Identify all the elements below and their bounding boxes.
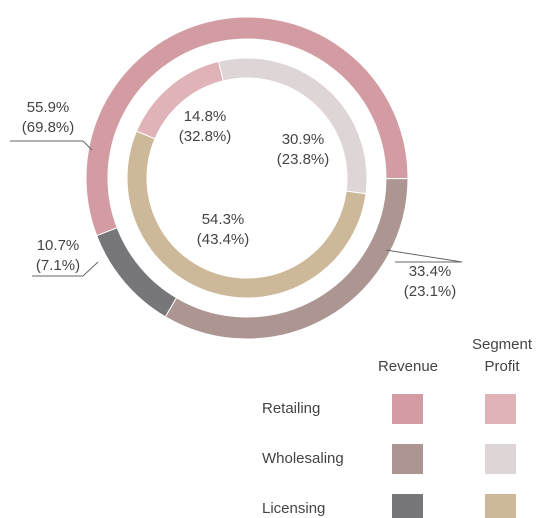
data-label-secondary: (32.8%) [179, 128, 232, 145]
data-label: 14.8% [184, 108, 227, 125]
leader-line [32, 261, 99, 277]
data-label-secondary: (23.1%) [404, 283, 457, 300]
legend-swatch [392, 444, 423, 474]
legend-label: Wholesaling [262, 450, 344, 467]
data-label: 54.3% [202, 211, 245, 228]
legend-swatch [392, 494, 423, 518]
data-label-secondary: (43.4%) [197, 231, 250, 248]
data-label-secondary: (69.8%) [22, 119, 75, 136]
data-label: 10.7% [37, 237, 80, 254]
leader-line [385, 249, 463, 263]
data-label: 30.9% [282, 131, 325, 148]
legend-header: Segment Profit [472, 336, 533, 375]
legend-swatch [392, 394, 423, 424]
legend-label: Retailing [262, 400, 320, 417]
leader-line [10, 140, 93, 151]
legend-label: Licensing [262, 500, 325, 517]
legend-swatch [485, 394, 516, 424]
data-label-secondary: (23.8%) [277, 151, 330, 168]
data-label: 33.4% [409, 263, 452, 280]
legend-header: Revenue [378, 358, 438, 375]
data-label-secondary: (7.1%) [36, 257, 80, 274]
donut-segment [85, 16, 409, 237]
donut-segment [164, 178, 409, 340]
legend-swatch [485, 444, 516, 474]
data-label: 55.9% [27, 99, 70, 116]
legend-swatch [485, 494, 516, 518]
donut-segment [96, 227, 178, 318]
donut-segment [126, 130, 367, 299]
